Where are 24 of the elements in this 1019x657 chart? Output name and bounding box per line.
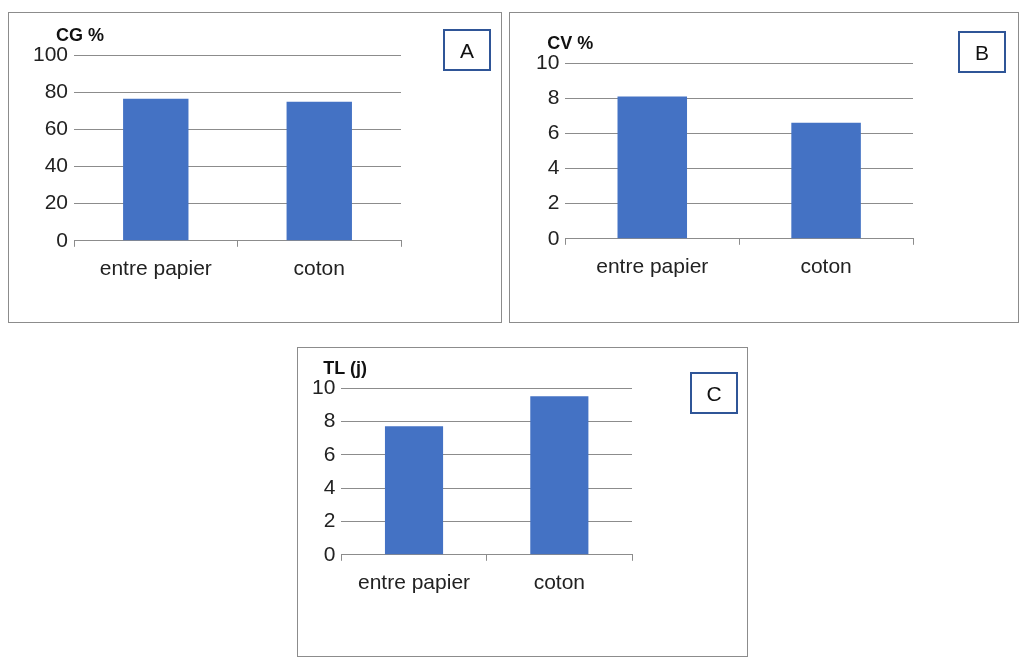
y-tick-label: 6 [323,441,336,465]
y-tick-label: 4 [323,474,336,498]
x-tick-label: coton [800,254,852,278]
y-tick-label: 4 [547,155,560,179]
y-tick-label: 0 [56,227,69,251]
y-tick-label: 8 [323,408,336,432]
x-tick-label: coton [533,570,586,594]
y-tick-label: 0 [323,541,336,565]
label-box: A [443,29,491,71]
y-tick-label: 6 [547,120,560,144]
y-tick-label: 2 [323,508,336,532]
x-tick-label: entre papier [99,256,212,280]
y-tick-label: 8 [547,84,560,108]
label-box: C [690,372,738,414]
x-tick-label: coton [293,256,345,280]
x-tick-label: entre papier [596,254,709,278]
label-box: B [958,31,1006,73]
y-tick-label: 80 [44,78,69,102]
y-tick-label: 60 [44,116,69,140]
y-tick-label: 0 [547,225,560,249]
y-tick-label: 2 [547,190,560,214]
y-tick-label: 40 [44,153,69,177]
y-tick-label: 20 [44,190,69,214]
x-tick-label: entre papier [357,570,471,594]
